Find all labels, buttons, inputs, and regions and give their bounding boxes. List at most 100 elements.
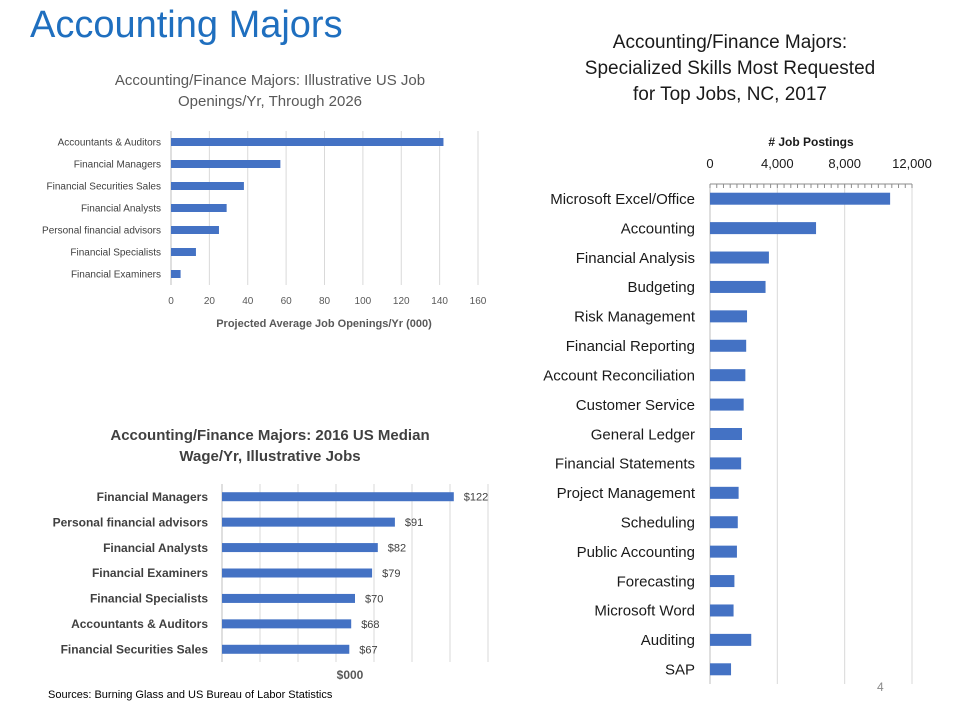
tick-label: 8,000 xyxy=(828,156,861,171)
tick-label: 20 xyxy=(204,296,216,307)
bar xyxy=(222,492,454,502)
chart-title-line: Accounting/Finance Majors: 2016 US Media… xyxy=(110,427,430,444)
data-label: $67 xyxy=(359,644,377,656)
category-label: Financial Analysts xyxy=(81,204,161,215)
bar xyxy=(710,251,769,264)
category-label: Financial Statements xyxy=(555,456,695,473)
bar xyxy=(171,226,219,234)
category-label: Financial Managers xyxy=(97,490,209,504)
bar xyxy=(222,543,378,553)
tick-label: 40 xyxy=(242,296,254,307)
axis-title: # Job Postings xyxy=(768,135,854,149)
bar xyxy=(710,310,748,323)
tick-label: 60 xyxy=(281,296,293,307)
data-label: $70 xyxy=(365,593,383,605)
bar xyxy=(710,486,739,499)
bar xyxy=(171,270,181,278)
tick-label: 140 xyxy=(431,296,448,307)
bar xyxy=(710,457,742,470)
data-label: $82 xyxy=(388,543,406,555)
bar xyxy=(710,633,752,646)
category-label: Accountants & Auditors xyxy=(71,617,208,631)
data-label: $79 xyxy=(382,568,400,580)
data-label: $122 xyxy=(464,492,488,504)
bar xyxy=(710,575,735,588)
category-label: Accountants & Auditors xyxy=(58,138,161,149)
chart-title-line: for Top Jobs, NC, 2017 xyxy=(633,84,827,105)
tick-label: 12,000 xyxy=(892,156,932,171)
sources-note: Sources: Burning Glass and US Bureau of … xyxy=(48,689,333,701)
bar xyxy=(710,369,746,382)
category-label: Financial Reporting xyxy=(566,338,695,355)
category-label: Risk Management xyxy=(574,309,696,326)
category-label: Budgeting xyxy=(627,279,695,296)
category-label: Financial Securities Sales xyxy=(47,182,162,193)
category-label: Financial Specialists xyxy=(90,592,208,606)
chart-title-line: Accounting/Finance Majors: Illustrative … xyxy=(114,72,426,89)
category-label: SAP xyxy=(665,662,695,679)
tick-label: 80 xyxy=(319,296,331,307)
chart-title-line: Accounting/Finance Majors: xyxy=(612,32,848,53)
bar xyxy=(171,138,444,146)
category-label: Microsoft Word xyxy=(594,603,695,620)
category-label: General Ledger xyxy=(591,426,695,443)
tick-label: 4,000 xyxy=(761,156,794,171)
category-label: Financial Analysts xyxy=(103,541,208,555)
chart-title-line: Specialized Skills Most Requested xyxy=(584,58,876,79)
tick-label: 100 xyxy=(355,296,372,307)
category-label: Financial Analysis xyxy=(576,250,695,267)
bar xyxy=(710,339,747,352)
bar xyxy=(222,619,352,629)
chart-title-line: Openings/Yr, Through 2026 xyxy=(177,93,363,110)
bar xyxy=(710,280,766,293)
data-label: $91 xyxy=(405,517,423,529)
bar xyxy=(710,398,744,411)
category-label: Personal financial advisors xyxy=(42,226,161,237)
slide-title: Accounting Majors xyxy=(30,4,343,46)
bar xyxy=(710,545,737,558)
chart-title-line: Wage/Yr, Illustrative Jobs xyxy=(179,448,361,465)
category-label: Public Accounting xyxy=(577,544,695,561)
bar xyxy=(171,204,227,212)
tick-label: 0 xyxy=(168,296,174,307)
bar xyxy=(710,663,732,676)
axis-title: Projected Average Job Openings/Yr (000) xyxy=(216,318,432,330)
data-label: $68 xyxy=(361,619,379,631)
tick-label: 0 xyxy=(706,156,713,171)
category-label: Personal financial advisors xyxy=(53,515,209,529)
chart-title-skills: Accounting/Finance Majors: Specialized S… xyxy=(510,30,950,108)
category-label: Financial Managers xyxy=(74,160,161,171)
category-label: Financial Examiners xyxy=(92,566,208,580)
bar xyxy=(222,568,373,578)
bar xyxy=(222,593,355,603)
category-label: Account Reconciliation xyxy=(543,367,695,384)
bar xyxy=(710,604,734,617)
category-label: Auditing xyxy=(641,632,695,649)
chart-title-median-wage: Accounting/Finance Majors: 2016 US Media… xyxy=(40,425,500,467)
chart-title-job-openings: Accounting/Finance Majors: Illustrative … xyxy=(40,70,500,112)
bar xyxy=(222,517,395,527)
page-number: 4 xyxy=(877,680,884,694)
category-label: Financial Specialists xyxy=(70,248,161,259)
bar xyxy=(710,516,738,529)
category-label: Project Management xyxy=(557,485,696,502)
category-label: Scheduling xyxy=(621,514,695,531)
axis-title: $000 xyxy=(337,668,364,682)
category-label: Financial Securities Sales xyxy=(61,642,209,656)
category-label: Forecasting xyxy=(617,573,695,590)
bar xyxy=(710,428,742,440)
category-label: Accounting xyxy=(621,220,695,237)
tick-label: 120 xyxy=(393,296,410,307)
tick-label: 160 xyxy=(470,296,487,307)
category-label: Customer Service xyxy=(576,397,695,414)
bar xyxy=(171,182,244,190)
bar xyxy=(171,160,281,168)
bar xyxy=(710,192,891,205)
category-label: Microsoft Excel/Office xyxy=(550,191,695,208)
